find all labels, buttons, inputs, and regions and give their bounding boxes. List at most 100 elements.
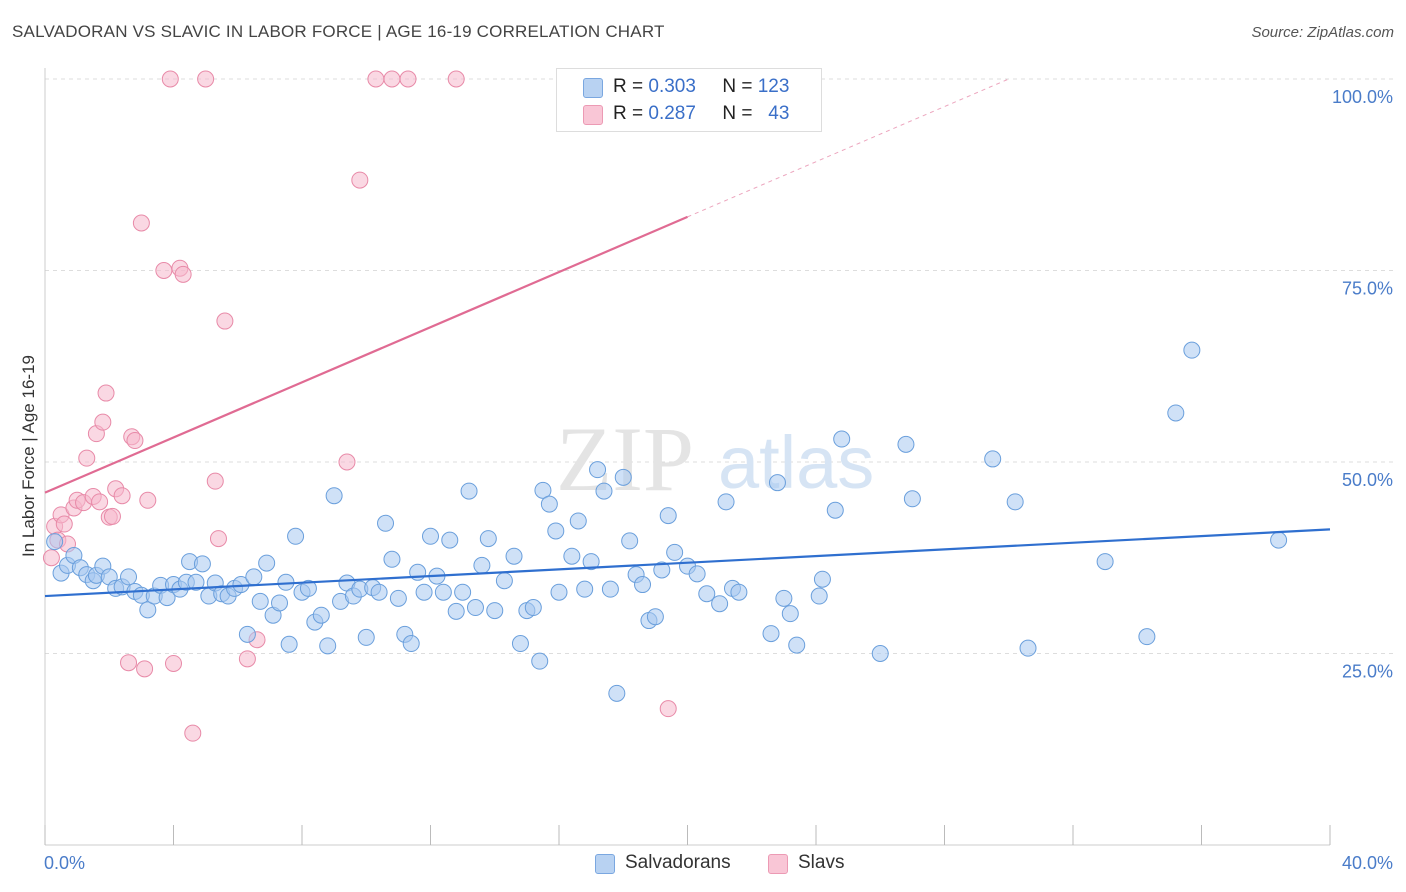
slavs-point: [103, 507, 121, 525]
salvadorans-point: [531, 652, 549, 670]
salvadorans-point: [524, 599, 542, 617]
salvadorans-point: [271, 594, 289, 612]
salvadorans-point: [768, 474, 786, 492]
slavs-point: [197, 70, 215, 88]
salvadorans-point: [389, 589, 407, 607]
slavs-point: [113, 487, 131, 505]
salvadorans-point: [466, 599, 484, 617]
slavs-point: [136, 660, 154, 678]
salvadorans-point: [187, 573, 205, 591]
salvadorans-point: [511, 635, 529, 653]
salvadorans-point: [251, 592, 269, 610]
gridlines: [45, 78, 1395, 654]
salvadorans-point: [422, 527, 439, 545]
bottom-legend-label: Slavs: [798, 852, 845, 873]
salvadorans-point: [383, 550, 401, 568]
slavs-trendline-extension: [687, 78, 1009, 218]
slavs-points: [42, 70, 677, 742]
salvadorans-points: [46, 341, 1288, 702]
watermark-atlas: atlas: [718, 421, 874, 504]
slavs-point: [184, 724, 202, 742]
salvadorans-point: [762, 625, 780, 643]
salvadorans-point: [415, 583, 433, 601]
salvadorans-point: [1019, 639, 1037, 657]
salvadorans-point: [608, 684, 626, 702]
salvadorans-point: [46, 533, 64, 551]
salvadorans-point: [299, 579, 317, 597]
y-axis-title: In Labor Force | Age 16-19: [19, 355, 38, 557]
salvadorans-point: [238, 625, 256, 643]
salvadorans-point: [1006, 493, 1024, 511]
slavs-point: [399, 70, 417, 88]
trendlines: [44, 78, 1331, 598]
y-tick-label: 50.0%: [1342, 470, 1393, 490]
slavs-point: [447, 70, 465, 88]
slavs-trendline: [44, 215, 688, 494]
salvadorans-point: [454, 583, 472, 601]
salvadorans-point: [576, 580, 594, 598]
salvadorans-point: [634, 576, 652, 594]
legend-swatch-blue: [583, 78, 603, 98]
slavs-point: [97, 384, 115, 402]
salvadorans-point: [781, 605, 799, 623]
slavs-point: [132, 214, 150, 232]
salvadorans-point: [550, 583, 568, 601]
legend-r-label: R =: [613, 103, 644, 124]
slavs-point: [209, 530, 227, 548]
legend-swatch-pink: [583, 105, 603, 125]
salvadorans-point: [139, 601, 157, 619]
salvadorans-point: [280, 635, 298, 653]
salvadorans-point: [826, 501, 844, 519]
slavs-point: [206, 472, 224, 490]
salvadorans-point: [813, 570, 831, 588]
salvadorans-trendline: [44, 528, 1331, 598]
slavs-point: [94, 413, 112, 431]
slavs-point: [383, 70, 401, 88]
slavs-point: [161, 70, 179, 88]
salvadorans-point: [897, 435, 915, 453]
salvadorans-point: [1096, 553, 1114, 571]
salvadorans-point: [711, 595, 729, 613]
salvadorans-point: [810, 587, 828, 605]
salvadorans-point: [193, 555, 211, 573]
slavs-point: [216, 312, 234, 330]
slavs-point: [659, 700, 677, 718]
salvadorans-point: [447, 602, 465, 620]
slavs-point: [78, 449, 96, 467]
salvadorans-point: [540, 495, 558, 513]
salvadorans-point: [871, 645, 889, 662]
salvadorans-point: [595, 482, 613, 500]
salvadorans-point: [505, 547, 523, 565]
salvadorans-point: [730, 583, 748, 601]
y-tick-label: 75.0%: [1342, 279, 1393, 299]
salvadorans-point: [312, 606, 330, 624]
salvadorans-point: [495, 572, 513, 590]
salvadorans-point: [646, 608, 664, 626]
salvadorans-point: [1270, 531, 1288, 549]
slavs-point: [338, 453, 356, 471]
salvadorans-point: [120, 568, 138, 586]
bottom-legend-slavs: Slavs: [768, 852, 858, 876]
salvadorans-point: [621, 532, 639, 550]
salvadorans-point: [377, 514, 395, 532]
slavs-point: [367, 70, 385, 88]
salvadorans-point: [1167, 404, 1185, 422]
tick-labels: 25.0% 50.0% 75.0% 100.0% 0.0% 40.0%: [44, 87, 1393, 873]
salvadorans-point: [245, 568, 263, 586]
chart-title: SALVADORAN VS SLAVIC IN LABOR FORCE | AG…: [12, 22, 665, 41]
slavs-point: [139, 491, 157, 509]
legend-r-value: 0.287: [648, 103, 696, 124]
legend: R = 0.303 N = 123 R = 0.287 N = 43: [556, 68, 822, 132]
slavs-point: [126, 432, 144, 450]
salvadorans-point: [659, 507, 677, 525]
salvadorans-point: [589, 461, 607, 479]
legend-n-value: 43: [768, 103, 790, 124]
salvadorans-point: [1138, 628, 1156, 646]
salvadorans-point: [666, 543, 684, 561]
salvadorans-point: [788, 636, 806, 654]
salvadorans-point: [775, 589, 793, 607]
salvadorans-point: [614, 468, 632, 486]
salvadorans-point: [698, 585, 716, 603]
salvadorans-point: [357, 628, 375, 646]
